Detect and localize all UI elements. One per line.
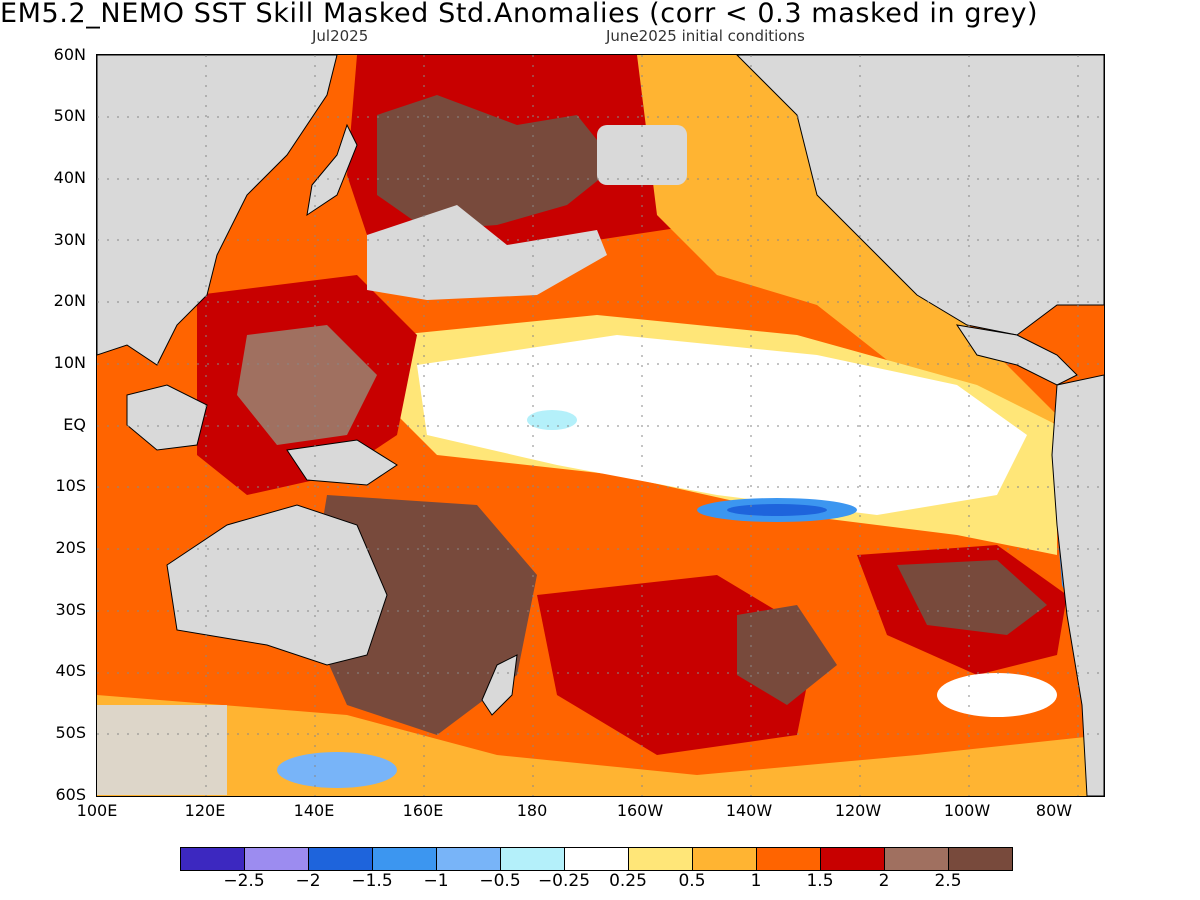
lat-label-10n: 10N xyxy=(53,353,86,372)
new-guinea-landmass xyxy=(286,439,398,486)
north-pacific-strong-anomaly xyxy=(377,95,617,230)
colorbar-swatch xyxy=(309,848,373,870)
colorbar-label: −0.25 xyxy=(537,871,591,891)
forecast-month: Jul2025 xyxy=(312,27,369,45)
lon-label-100w: 100W xyxy=(943,801,991,820)
lon-label-160w: 160W xyxy=(616,801,664,820)
lat-label-60n: 60N xyxy=(53,45,86,64)
borneo-landmass xyxy=(126,384,208,451)
lon-label-180: 180 xyxy=(516,801,548,820)
lon-label-100e: 100E xyxy=(76,801,118,820)
lat-label-30n: 30N xyxy=(53,230,86,249)
colorbar-label: −2 xyxy=(295,871,321,891)
maritime-continent-anomaly xyxy=(237,325,377,445)
lat-label-eq: EQ xyxy=(63,415,86,434)
colorbar-label: −2.5 xyxy=(223,871,265,891)
equatorial-near-normal xyxy=(417,335,1027,515)
mask-north-pacific xyxy=(367,205,607,300)
japan-landmass xyxy=(306,123,358,217)
central-america-landmass xyxy=(955,324,1078,386)
colorbar-label: −1 xyxy=(423,871,449,891)
colorbar-label: 1 xyxy=(750,871,762,891)
map-canvas xyxy=(97,55,1104,796)
sst-anomaly-map xyxy=(96,54,1105,797)
colorbar-swatch xyxy=(885,848,949,870)
colorbar-swatch xyxy=(501,848,565,870)
north-america-landmass xyxy=(736,55,1104,336)
lat-label-40s: 40S xyxy=(55,661,86,680)
colorbar-swatch xyxy=(821,848,885,870)
lon-label-140w: 140W xyxy=(725,801,773,820)
colorbar-swatch xyxy=(757,848,821,870)
lon-label-80w: 80W xyxy=(1035,801,1073,820)
cool-anomaly-core xyxy=(727,504,827,516)
colorbar-swatch xyxy=(565,848,629,870)
colorbar-swatch xyxy=(629,848,693,870)
initial-conditions: June2025 initial conditions xyxy=(606,27,805,45)
lat-label-20s: 20S xyxy=(55,538,86,557)
lon-label-160e: 160E xyxy=(402,801,444,820)
lon-label-120e: 120E xyxy=(184,801,226,820)
colorbar-swatch xyxy=(437,848,501,870)
colorbar-label: −0.5 xyxy=(479,871,521,891)
map-title: EM5.2_NEMO SST Skill Masked Std.Anomalie… xyxy=(0,0,1039,29)
colorbar-swatch xyxy=(245,848,309,870)
southeast-pacific-strong-anomaly xyxy=(897,560,1047,635)
colorbar-label: 1.5 xyxy=(806,871,834,891)
mask-southern-ocean xyxy=(97,705,227,795)
colorbar-swatch xyxy=(949,848,1012,870)
lon-label-140e: 140E xyxy=(293,801,335,820)
colorbar-label: −1.5 xyxy=(351,871,393,891)
northeast-pacific-moderate xyxy=(637,55,1057,435)
lat-label-20n: 20N xyxy=(53,291,86,310)
colorbar-swatch xyxy=(181,848,245,870)
lon-label-120w: 120W xyxy=(834,801,882,820)
asia-landmass xyxy=(97,55,338,366)
colorbar-label: 2 xyxy=(878,871,890,891)
colorbar-swatch xyxy=(373,848,437,870)
cool-anomaly-weak xyxy=(527,410,577,430)
lat-label-10s: 10S xyxy=(55,476,86,495)
colorbar-label: 0.25 xyxy=(609,871,647,891)
lat-label-60s: 60S xyxy=(55,785,86,804)
southern-ocean-cool xyxy=(277,752,397,788)
lat-label-50n: 50N xyxy=(53,106,86,125)
lat-label-30s: 30S xyxy=(55,600,86,619)
australia-landmass xyxy=(166,504,388,666)
new-zealand-landmass xyxy=(481,654,518,716)
map-grid xyxy=(97,55,1104,796)
colorbar-label: 0.5 xyxy=(678,871,706,891)
lat-label-40n: 40N xyxy=(53,168,86,187)
colorbar-swatch xyxy=(693,848,757,870)
south-pacific-anomaly-core xyxy=(737,605,837,705)
colorbar-label: 2.5 xyxy=(934,871,962,891)
lat-label-50s: 50S xyxy=(55,723,86,742)
southeast-near-normal xyxy=(937,673,1057,717)
colorbar xyxy=(180,847,1013,871)
